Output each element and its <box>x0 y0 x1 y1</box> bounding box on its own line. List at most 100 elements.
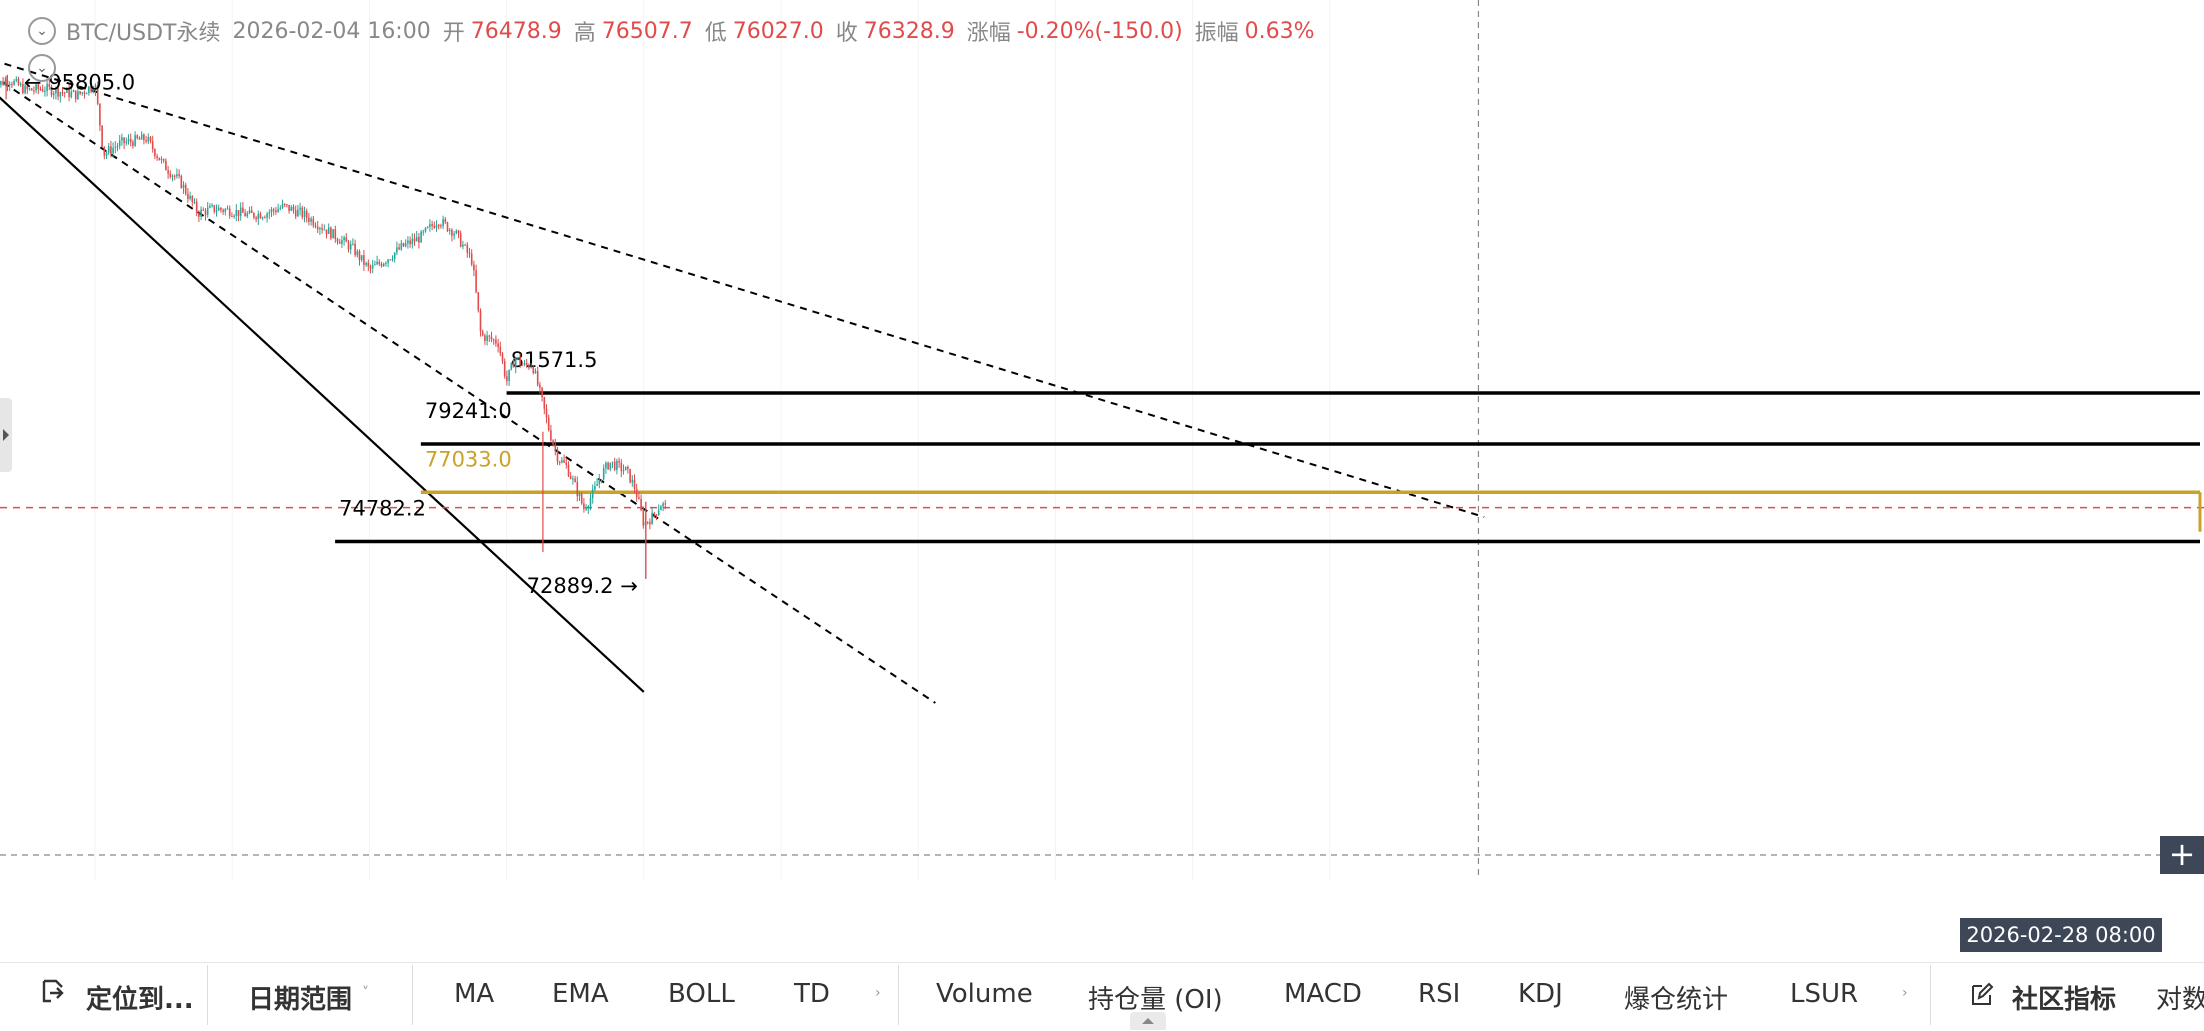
main-indicator-ema[interactable]: EMA <box>552 979 609 1009</box>
sub-indicator-rsi[interactable]: RSI <box>1418 979 1461 1009</box>
candle-body <box>424 227 427 232</box>
close-value: 76328.9 <box>863 18 955 44</box>
candle-body <box>85 93 88 95</box>
more-sub-indicators[interactable]: › <box>1902 985 1908 1001</box>
candle-body <box>468 252 471 254</box>
sub-indicator-lsur[interactable]: LSUR <box>1790 979 1859 1009</box>
candle-body <box>127 138 130 142</box>
chart-area[interactable]: 1月 191月 231月 271月 312月 42月 82月 122月 162月… <box>0 0 2204 912</box>
candle-body <box>270 209 273 213</box>
main-indicator-boll[interactable]: BOLL <box>668 979 735 1009</box>
candle-body <box>220 207 222 210</box>
candle-body <box>541 387 543 398</box>
candle-body <box>116 146 119 148</box>
candle-body <box>149 137 152 142</box>
candle-body <box>279 207 282 210</box>
locate-button[interactable]: 定位到... <box>86 985 194 1015</box>
candle-body <box>96 85 99 104</box>
candle-body <box>288 204 290 211</box>
candle-body <box>189 195 191 199</box>
candle-body <box>70 91 73 98</box>
candle-body <box>473 264 475 271</box>
candle-body <box>301 207 304 217</box>
price-chart[interactable]: 1月 191月 231月 271月 312月 42月 82月 122月 162月… <box>0 0 2204 912</box>
candle-body <box>316 226 319 230</box>
candle-body <box>19 83 22 86</box>
candle-body <box>484 335 486 341</box>
candle-body <box>334 229 337 240</box>
candle-body <box>633 479 636 489</box>
main-indicator-ma[interactable]: MA <box>454 979 495 1009</box>
locate-icon[interactable] <box>38 977 68 1014</box>
candle-body <box>257 213 260 220</box>
candle-body <box>195 201 198 213</box>
ohlc-header: ⌄ BTC/USDT永续 2026-02-04 16:00 开 76478.9 … <box>28 14 1315 48</box>
candle-body <box>477 292 480 311</box>
trendline-dashed <box>0 61 1485 518</box>
candle-body <box>451 229 453 236</box>
candle-body <box>459 233 462 247</box>
candle-body <box>308 217 310 222</box>
candle-body <box>407 240 409 244</box>
candle-body <box>68 88 70 98</box>
candle-body <box>651 512 653 525</box>
candle-body <box>646 521 649 523</box>
candle-body <box>191 195 194 203</box>
candle-body <box>41 89 44 92</box>
candle-body <box>136 135 139 139</box>
candle-body <box>642 509 645 526</box>
candle-body <box>345 237 348 243</box>
plus-icon[interactable]: + <box>2160 836 2204 874</box>
candle-body <box>239 207 242 217</box>
candle-body <box>369 266 372 269</box>
sub-indicator-volume[interactable]: Volume <box>936 979 1033 1009</box>
candle-body <box>506 376 508 381</box>
low-value: 76027.0 <box>732 18 824 44</box>
candle-body <box>365 262 367 265</box>
candle-body <box>380 263 383 267</box>
left-panel-toggle[interactable] <box>0 398 12 472</box>
chevron-down-icon[interactable]: ⌄ <box>28 54 56 82</box>
candle-body <box>607 462 609 470</box>
candle-body <box>235 210 238 216</box>
candle-body <box>6 80 9 86</box>
candle-body <box>259 213 262 219</box>
community-indicators-button[interactable]: 社区指标 <box>2012 985 2117 1015</box>
sub-indicator-macd[interactable]: MACD <box>1284 979 1362 1009</box>
candle-body <box>250 210 253 213</box>
high-value: 76507.7 <box>601 18 693 44</box>
edit-icon[interactable] <box>1970 981 1994 1014</box>
more-main-indicators[interactable]: › <box>875 985 881 1001</box>
candle-body <box>565 462 568 465</box>
candle-body <box>437 225 440 227</box>
candle-body <box>33 90 35 92</box>
candle-body <box>378 261 381 264</box>
candle-body <box>244 212 246 217</box>
candle-body <box>57 88 59 97</box>
date-range-button[interactable]: 日期范围 <box>248 985 353 1015</box>
sub-indicator-oi[interactable]: 持仓量 (OI) <box>1088 985 1223 1015</box>
chevron-down-icon[interactable]: ⌄ <box>28 17 56 45</box>
candle-body <box>246 213 249 217</box>
sub-indicator-liquidations[interactable]: 爆仓统计 <box>1624 985 1729 1015</box>
candle-body <box>198 212 200 217</box>
candle-body <box>629 468 631 483</box>
main-indicator-td[interactable]: TD <box>794 979 830 1009</box>
date-range-arrow[interactable]: ˅ <box>362 985 369 1001</box>
sub-indicator-kdj[interactable]: KDJ <box>1518 979 1563 1009</box>
change-label: 涨幅 <box>966 21 1011 46</box>
symbol-name: BTC/USDT永续 <box>66 21 221 46</box>
candle-body <box>297 209 299 217</box>
candle-body <box>332 229 334 239</box>
crosshair-date-badge: 2026-02-28 08:00 <box>1960 918 2162 952</box>
candle-body <box>534 371 537 373</box>
candle-body <box>264 217 266 219</box>
panel-resize-handle[interactable] <box>1130 1012 1166 1030</box>
candle-body <box>222 209 224 212</box>
candle-body <box>580 493 583 504</box>
candle-body <box>660 506 662 511</box>
candle-body <box>44 91 46 93</box>
candle-body <box>275 210 277 213</box>
log-scale-toggle[interactable]: 对数 <box>2156 985 2204 1015</box>
candle-body <box>519 357 521 365</box>
